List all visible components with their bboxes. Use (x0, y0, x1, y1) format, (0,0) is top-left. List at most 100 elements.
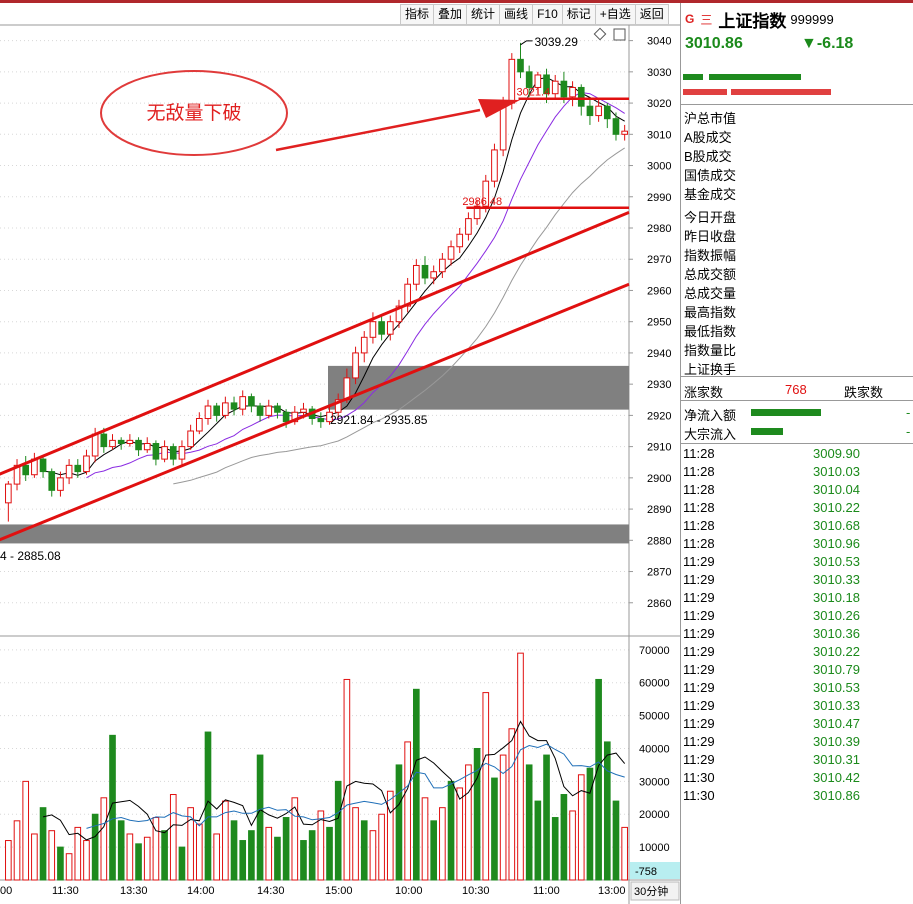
time-tick-label: 13:30 (120, 885, 148, 897)
volume-bar (447, 780, 455, 881)
volume-bar (195, 823, 203, 881)
candle (265, 399, 273, 419)
tick-time: 11:29 (683, 698, 715, 713)
candle (612, 112, 620, 141)
candle (430, 265, 438, 285)
volume-bar (48, 830, 56, 881)
volume-bar (334, 780, 342, 881)
net-inflow-bar (751, 409, 821, 416)
candle-body (421, 264, 429, 279)
separator (681, 104, 913, 105)
top-red-bar (0, 0, 913, 3)
volume-bar (83, 840, 90, 881)
add-watchlist-button[interactable]: +自选 (594, 4, 636, 25)
price-tick-label: 2920 (647, 410, 671, 422)
candle-body (360, 336, 368, 354)
volume-bar (117, 820, 125, 881)
volume-bar (326, 826, 333, 881)
price-tick-label: 2980 (647, 223, 671, 235)
candle (456, 228, 464, 253)
volume-bar (308, 830, 316, 881)
volume-bar (109, 734, 116, 881)
price-tick-label: 2960 (647, 285, 671, 297)
candle (65, 459, 73, 485)
price-tick-label: 2860 (647, 598, 671, 610)
menu-icon[interactable]: 三 (700, 12, 713, 27)
f10-button[interactable]: F10 (532, 4, 563, 25)
volume-bar (560, 794, 568, 881)
candle (143, 437, 151, 453)
high-price-label: 3039.29 (534, 35, 578, 49)
candle (525, 65, 533, 97)
candle-body (274, 405, 281, 413)
volume-bar (404, 741, 411, 881)
candlestick-chart[interactable]: 2860 2870 2880 2890 2900 2910 2920 2930 2940 2950… (0, 0, 680, 904)
volume-bar (612, 800, 620, 881)
back-button[interactable]: 返回 (634, 4, 669, 25)
draw-line-button[interactable]: 画线 (499, 4, 534, 25)
candle (352, 346, 359, 385)
time-tick-label: 10:00 (395, 885, 423, 897)
candle-body (256, 405, 264, 416)
tick-price: 3010.39 (813, 734, 860, 749)
volume-bar (65, 853, 73, 881)
candle (534, 71, 542, 94)
volume-bar (161, 830, 168, 881)
candle-body (222, 402, 229, 416)
candle (5, 480, 12, 522)
tick-time: 11:28 (683, 446, 715, 461)
volume-bar (143, 836, 151, 881)
tick-price: 3010.31 (813, 752, 860, 767)
price-tick-label: 3020 (647, 98, 671, 110)
tick-price: 3010.53 (813, 554, 860, 569)
candle-body (595, 105, 602, 117)
candle-body (447, 246, 455, 260)
candle (222, 396, 229, 419)
tick-time: 11:28 (683, 518, 715, 533)
tick-price: 3009.90 (813, 446, 860, 461)
mark-button[interactable]: 标记 (561, 4, 596, 25)
stat-label: 最低指数 (684, 324, 737, 339)
tick-price: 3010.79 (813, 662, 860, 677)
separator (681, 400, 913, 401)
candle (317, 412, 325, 428)
tick-time: 11:28 (683, 500, 715, 515)
depth-bar-red-1 (683, 89, 727, 95)
price-tick-label: 2940 (647, 348, 671, 360)
candle-body (612, 118, 620, 135)
candle (447, 240, 455, 266)
volume-ma5 (42, 720, 626, 841)
ma20-line (173, 147, 625, 485)
stat-label: 今日开盘 (684, 210, 737, 225)
candle-body (300, 408, 307, 413)
g-icon[interactable]: G (685, 12, 695, 26)
candle-body (143, 442, 151, 451)
candle (439, 252, 446, 278)
stats-button[interactable]: 统计 (466, 4, 501, 25)
candle-body (317, 418, 325, 423)
price-tick-label: 2990 (647, 192, 671, 204)
candle-body (456, 233, 464, 248)
volume-bar (456, 787, 464, 881)
tick-time: 11:29 (683, 626, 715, 641)
candle-body (135, 439, 142, 451)
candle (230, 396, 238, 416)
volume-bar (5, 840, 12, 881)
stat-label: 昨日收盘 (684, 229, 737, 244)
net-inflow-value: - (906, 405, 911, 420)
volume-bar (135, 843, 142, 881)
candle (334, 393, 342, 419)
candle-body (439, 258, 446, 273)
candle (74, 459, 82, 478)
volume-bar (22, 780, 30, 881)
volume-bar (395, 764, 403, 881)
indicator-button[interactable]: 指标 (400, 4, 435, 25)
overlay-button[interactable]: 叠加 (433, 4, 468, 25)
candle (360, 331, 368, 363)
stat-label: B股成交 (684, 149, 732, 164)
volume-tick-label: 50000 (639, 711, 670, 723)
volume-tick-label: 10000 (639, 842, 670, 854)
tick-time: 11:28 (683, 482, 715, 497)
candle-body (386, 321, 394, 335)
block-flow-value: - (906, 424, 911, 439)
